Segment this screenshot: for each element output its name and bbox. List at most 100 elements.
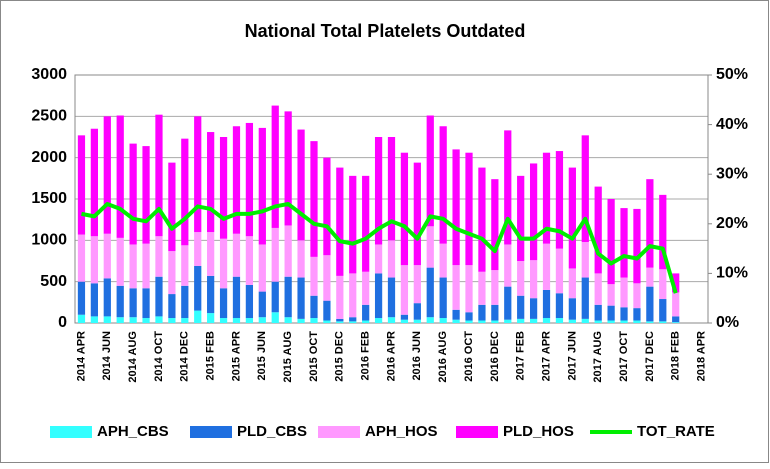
bar-segment bbox=[659, 299, 667, 322]
bar-segment bbox=[633, 283, 641, 309]
x-tick-label: 2017 OCT bbox=[618, 331, 630, 382]
bar-segment bbox=[374, 137, 383, 245]
bar-segment bbox=[633, 320, 641, 323]
legend-label: TOT_RATE bbox=[637, 423, 715, 440]
x-tick-label: 2015 FEB bbox=[205, 331, 217, 381]
y2-tick-label: 30% bbox=[716, 165, 748, 182]
bar-segment bbox=[568, 167, 576, 269]
bar-segment bbox=[284, 317, 292, 323]
bar-segment bbox=[129, 317, 137, 323]
bar-segment bbox=[297, 318, 305, 323]
bar-segment bbox=[168, 162, 176, 252]
bar-segment bbox=[207, 313, 215, 323]
bar-segment bbox=[194, 116, 202, 233]
bar-segment bbox=[452, 149, 460, 266]
x-tick-label: 2015 JUN bbox=[256, 331, 268, 381]
x-tick-label: 2014 DEC bbox=[179, 331, 191, 382]
bar-segment bbox=[336, 318, 344, 322]
bar-segment bbox=[116, 317, 124, 323]
bar-segment bbox=[129, 244, 137, 289]
bar-segment bbox=[478, 271, 486, 305]
x-tick-label: 2014 OCT bbox=[153, 331, 165, 382]
bar-segment bbox=[478, 304, 486, 321]
bar-segment bbox=[465, 152, 473, 266]
bar-segment bbox=[142, 243, 150, 289]
bar-segment bbox=[271, 281, 279, 313]
x-tick-label: 2018 APR bbox=[695, 331, 707, 381]
bar-segment bbox=[168, 318, 176, 323]
bar-segment bbox=[529, 298, 538, 319]
bar-segment bbox=[542, 318, 551, 323]
x-tick-label: 2016 DEC bbox=[489, 331, 501, 382]
bar-segment bbox=[271, 105, 279, 228]
x-tick-label: 2015 DEC bbox=[334, 331, 346, 382]
bar-segment bbox=[155, 236, 163, 277]
bar-segment bbox=[168, 294, 176, 319]
bar-segment bbox=[555, 293, 564, 319]
bar-segment bbox=[103, 233, 111, 279]
bar-segment bbox=[607, 305, 615, 321]
y2-tick-label: 10% bbox=[716, 265, 748, 282]
bar-segment bbox=[504, 286, 512, 320]
bar-segment bbox=[646, 267, 654, 287]
bar-segment bbox=[594, 320, 602, 323]
x-tick-label: 2018 FEB bbox=[670, 331, 682, 381]
bar-segment bbox=[646, 321, 654, 323]
bar-segment bbox=[336, 167, 344, 276]
bar-segment bbox=[504, 319, 512, 323]
legend-label: APH_CBS bbox=[97, 423, 169, 440]
bar-segment bbox=[77, 314, 86, 323]
x-tick-label: 2014 JUN bbox=[101, 331, 113, 381]
bar-segment bbox=[142, 146, 150, 244]
x-tick-label: 2017 AUG bbox=[592, 331, 604, 383]
bar-segment bbox=[400, 265, 409, 315]
bar-segment bbox=[232, 318, 241, 323]
bar-segment bbox=[555, 248, 564, 294]
bar-segment bbox=[633, 308, 641, 321]
bar-segment bbox=[245, 236, 254, 285]
bar-segment bbox=[672, 292, 680, 317]
bar-segment bbox=[258, 291, 266, 318]
bar-segment bbox=[77, 234, 86, 282]
bar-segment bbox=[194, 310, 202, 323]
bar-segment bbox=[646, 179, 654, 268]
bar-segment bbox=[413, 162, 421, 266]
bar-segment bbox=[517, 175, 525, 261]
bar-segment bbox=[581, 135, 589, 242]
x-tick-label: 2017 FEB bbox=[515, 331, 527, 381]
bar-segment bbox=[387, 240, 396, 278]
bar-segment bbox=[219, 137, 228, 239]
y-tick-label: 500 bbox=[40, 273, 67, 290]
bar-segment bbox=[349, 321, 357, 323]
bar-segment bbox=[517, 318, 525, 323]
bar-segment bbox=[155, 316, 163, 323]
y-tick-label: 1000 bbox=[31, 232, 67, 249]
bar-segment bbox=[374, 273, 383, 319]
bar-segment bbox=[529, 260, 538, 299]
bar-segment bbox=[491, 179, 499, 271]
x-tick-label: 2017 APR bbox=[540, 331, 552, 381]
bar-segment bbox=[439, 318, 447, 323]
y-tick-label: 2000 bbox=[31, 149, 67, 166]
bar-segment bbox=[194, 265, 202, 311]
y2-tick-label: 40% bbox=[716, 116, 748, 133]
y-tick-label: 0 bbox=[58, 314, 67, 331]
x-tick-label: 2015 OCT bbox=[308, 331, 320, 382]
legend-swatch bbox=[318, 426, 360, 438]
bar-segment bbox=[620, 277, 628, 308]
bar-segment bbox=[90, 283, 98, 317]
bar-segment bbox=[581, 277, 589, 319]
bar-segment bbox=[426, 226, 434, 268]
bar-segment bbox=[400, 152, 409, 266]
bar-segment bbox=[465, 320, 473, 323]
bar-segment bbox=[155, 276, 163, 317]
bar-segment bbox=[439, 126, 447, 244]
bar-segment bbox=[323, 157, 331, 256]
y-tick-label: 2500 bbox=[31, 108, 67, 125]
bar-segment bbox=[374, 244, 383, 274]
bar-segment bbox=[181, 285, 189, 319]
bar-segment bbox=[219, 238, 228, 289]
bar-segment bbox=[142, 288, 150, 319]
y2-tick-label: 20% bbox=[716, 215, 748, 232]
